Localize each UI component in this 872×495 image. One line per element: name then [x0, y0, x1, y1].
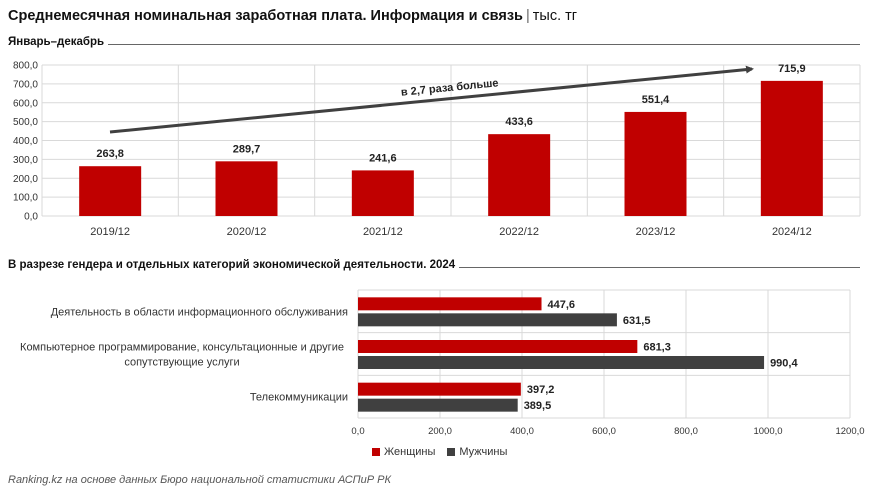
x-tick-label: 2020/12 [227, 226, 267, 238]
y-tick-label: 600,0 [13, 98, 38, 109]
bar-value-label: 289,7 [233, 143, 261, 155]
x-tick-label: 800,0 [674, 426, 698, 437]
y-tick-label: 800,0 [13, 61, 38, 72]
bar-value-label: 990,4 [770, 358, 798, 370]
x-tick-label: 2024/12 [772, 226, 812, 238]
bar-women [358, 382, 521, 396]
y-tick-label: 200,0 [13, 174, 38, 185]
y-tick-label: 700,0 [13, 79, 38, 90]
y-tick-label: 400,0 [13, 136, 38, 147]
gender-bar-chart: 0,0 200,0 400,0 600,0 800,0 1000,0 1200,0 Деяте… [20, 289, 865, 437]
title-unit: тыс. тг [532, 8, 578, 24]
category-label: Деятельность в области информационного о… [51, 306, 348, 318]
x-tick-label: 2022/12 [499, 226, 539, 238]
x-tick-label: 2019/12 [90, 226, 130, 238]
x-tick-label: 200,0 [428, 426, 452, 437]
bar [79, 166, 142, 216]
bar-men [358, 398, 518, 412]
x-tick-label: 0,0 [351, 426, 364, 437]
source-note: Ranking.kz на основе данных Бюро национа… [8, 474, 391, 486]
bar-value-label: 715,9 [778, 63, 806, 75]
legend-swatch-men [447, 448, 456, 456]
bar [624, 111, 687, 216]
bar-value-label: 433,6 [505, 116, 533, 128]
legend: Женщины Мужчины [372, 446, 507, 458]
yearly-bar-chart: 0,0 100,0 200,0 300,0 400,0 500,0 600,0 700,0 80… [13, 61, 861, 238]
title-main: Среднемесячная номинальная заработная пл… [8, 8, 523, 24]
bar-value-label: 551,4 [642, 94, 670, 106]
category-label: Компьютерное программирование, консульта… [20, 342, 344, 354]
section-1-rule [8, 44, 860, 45]
x-tick-label: 400,0 [510, 426, 534, 437]
bar [351, 170, 414, 216]
category-label: Телекоммуникации [250, 392, 348, 404]
bar-men [358, 356, 765, 369]
section-1-title: Январь–декабрь [8, 36, 109, 48]
bar-women [358, 297, 542, 311]
bar [760, 80, 823, 217]
bar-value-label: 241,6 [369, 152, 397, 164]
y-tick-label: 500,0 [13, 117, 38, 128]
bar [488, 134, 551, 216]
bar-value-label: 263,8 [96, 148, 124, 160]
trend-arrow [109, 65, 754, 134]
legend-item-women: Женщины [372, 446, 435, 458]
x-tick-label: 1000,0 [753, 426, 782, 437]
bar-women [358, 340, 638, 353]
legend-label-men: Мужчины [459, 446, 508, 458]
legend-item-men: Мужчины [447, 446, 507, 458]
x-tick-label: 600,0 [592, 426, 616, 437]
bar-value-label: 397,2 [527, 384, 555, 396]
bar-value-label: 389,5 [524, 400, 552, 412]
title-separator: | [525, 8, 530, 24]
bar-value-label: 447,6 [548, 299, 576, 311]
legend-label-women: Женщины [384, 446, 436, 458]
y-tick-label: 0,0 [24, 212, 38, 223]
bar [215, 161, 278, 216]
x-tick-label: 2021/12 [363, 226, 403, 238]
bar-value-label: 681,3 [643, 342, 671, 354]
y-tick-label: 100,0 [13, 193, 38, 204]
bar-value-label: 631,5 [623, 315, 651, 327]
bar-men [358, 313, 617, 327]
y-tick-label: 300,0 [13, 155, 38, 166]
x-tick-label: 2023/12 [636, 226, 676, 238]
chart-title: Среднемесячная номинальная заработная пл… [8, 8, 577, 24]
category-label: сопутствующие услуги [124, 357, 239, 369]
section-2-title: В разрезе гендера и отдельных категорий … [8, 259, 460, 271]
legend-swatch-women [372, 448, 380, 456]
x-tick-label: 1200,0 [835, 426, 864, 437]
